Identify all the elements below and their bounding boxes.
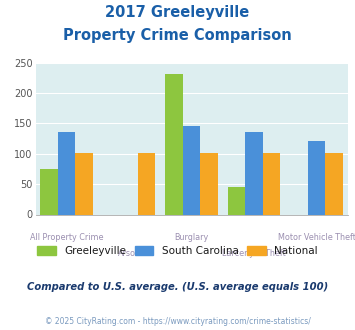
Bar	[76, 153, 93, 214]
Bar	[228, 186, 245, 214]
Bar	[165, 74, 183, 215]
Text: Property Crime Comparison: Property Crime Comparison	[63, 28, 292, 43]
Bar	[201, 153, 218, 214]
Text: All Property Crime: All Property Crime	[30, 233, 104, 242]
Text: 2017 Greeleyville: 2017 Greeleyville	[105, 5, 250, 20]
Bar	[245, 132, 263, 214]
Bar	[326, 153, 343, 214]
Bar	[308, 141, 326, 214]
Bar	[263, 153, 280, 214]
Text: Burglary: Burglary	[175, 233, 209, 242]
Legend: Greeleyville, South Carolina, National: Greeleyville, South Carolina, National	[33, 242, 322, 260]
Text: Arson: Arson	[118, 249, 141, 258]
Bar	[40, 169, 58, 214]
Text: Motor Vehicle Theft: Motor Vehicle Theft	[278, 233, 355, 242]
Bar	[183, 126, 201, 214]
Text: Compared to U.S. average. (U.S. average equals 100): Compared to U.S. average. (U.S. average …	[27, 282, 328, 292]
Bar	[138, 153, 155, 214]
Text: © 2025 CityRating.com - https://www.cityrating.com/crime-statistics/: © 2025 CityRating.com - https://www.city…	[45, 317, 310, 326]
Bar	[58, 132, 76, 214]
Text: Larceny & Theft: Larceny & Theft	[222, 249, 286, 258]
